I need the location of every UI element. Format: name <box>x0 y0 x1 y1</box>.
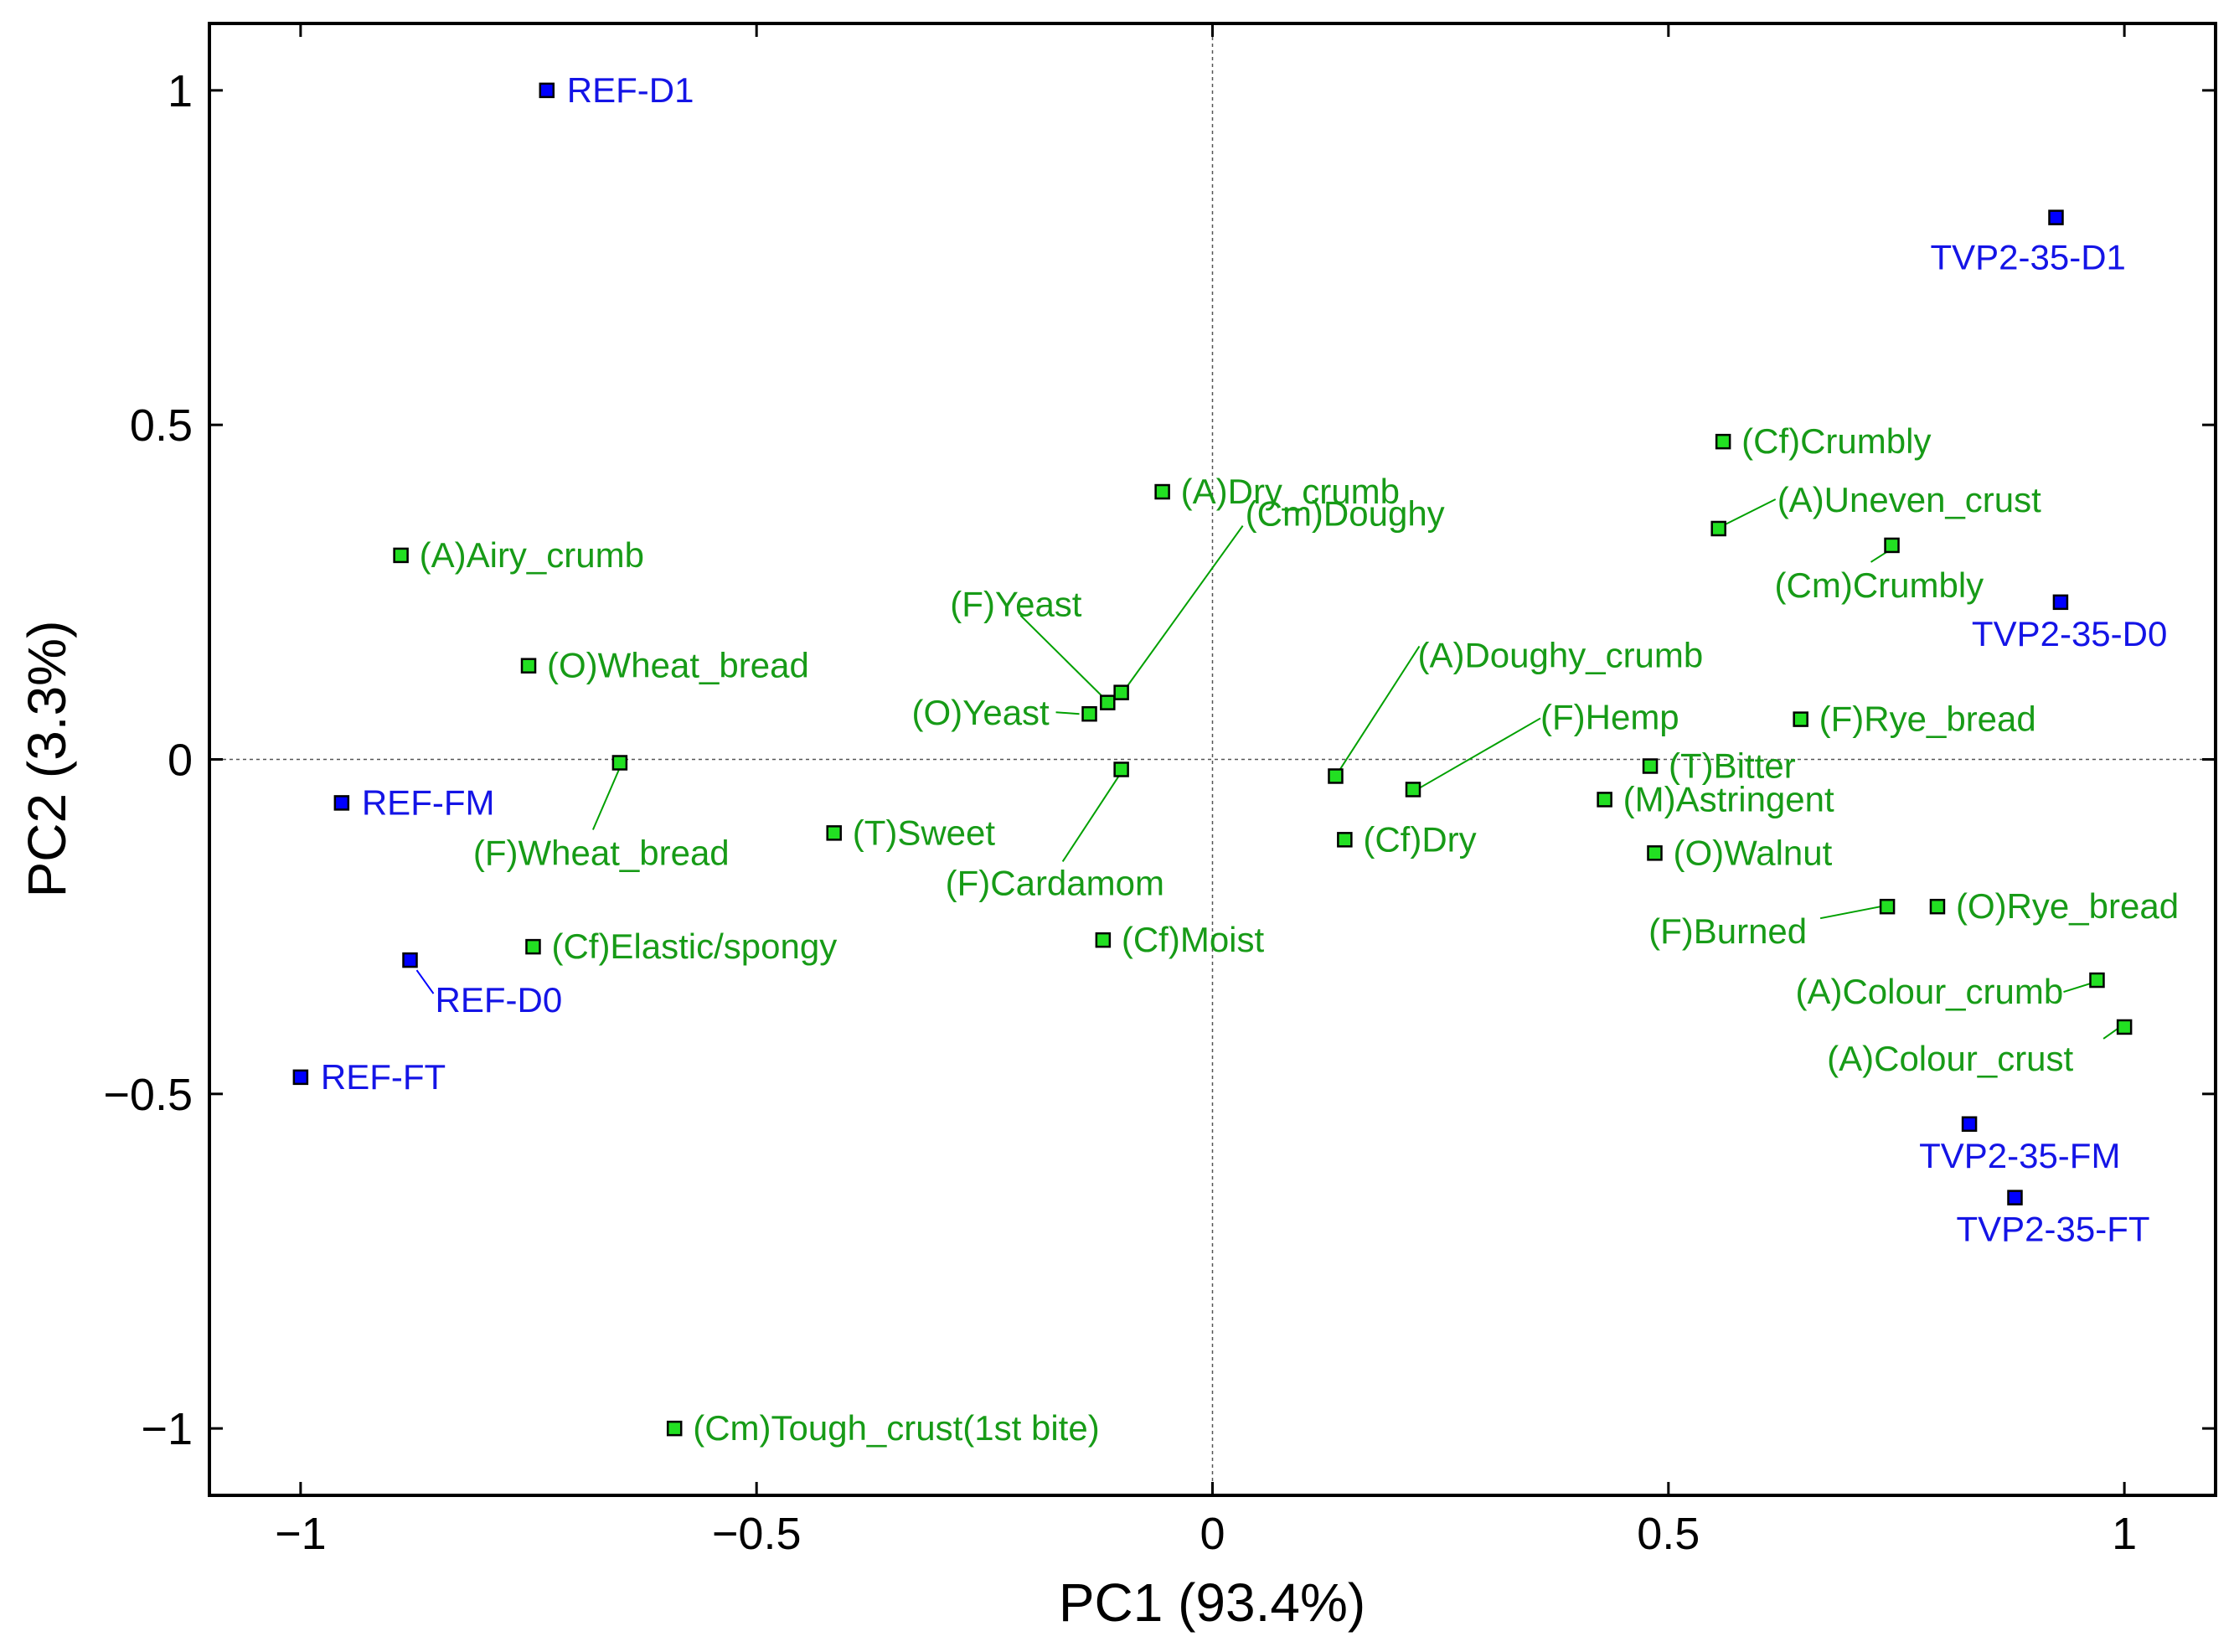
y-tick-label: 0.5 <box>130 400 193 451</box>
attribute-label-cf-dry: (Cf)Dry <box>1363 819 1476 859</box>
attribute-point-o-yeast <box>1081 705 1097 722</box>
attribute-point-cf-moist <box>1095 932 1112 948</box>
sample-label-ref-fm: REF-FM <box>362 782 495 822</box>
attribute-point-f-rye-bread <box>1793 711 1808 727</box>
x-axis-title: PC1 (93.4%) <box>1059 1572 1365 1633</box>
leader-line-f-burned <box>1819 906 1881 920</box>
leader-line-cm-doughy <box>1125 525 1244 689</box>
attribute-point-o-rye-bread <box>1929 898 1946 915</box>
sample-label-ref-d1: REF-D1 <box>567 70 694 110</box>
attribute-label-f-wheat-bread: (F)Wheat_bread <box>473 833 730 872</box>
attribute-label-cf-moist: (Cf)Moist <box>1122 920 1265 959</box>
attribute-point-cm-crumbly <box>1884 537 1900 554</box>
attribute-label-f-burned: (F)Burned <box>1648 911 1807 951</box>
sample-label-tvp2-35-ft: TVP2-35-FT <box>1957 1210 2150 1249</box>
sample-point-tvp2-35-fm <box>1961 1116 1978 1133</box>
leader-line-f-hemp <box>1419 717 1541 789</box>
x-tick-label: 0 <box>1200 1509 1225 1559</box>
attribute-point-m-astringent <box>1597 792 1612 808</box>
data-markers <box>292 82 2133 1437</box>
attribute-point-a-colour-crust <box>2116 1019 2133 1035</box>
attribute-label-o-wheat-bread: (O)Wheat_bread <box>547 646 809 685</box>
x-tick-label: −0.5 <box>712 1509 802 1559</box>
sample-label-tvp2-35-d1: TVP2-35-D1 <box>1930 238 2125 277</box>
attribute-point-cm-tough-crust-1st-bite <box>666 1420 683 1437</box>
attribute-label-cf-elastic-spongy: (Cf)Elastic/spongy <box>551 927 837 966</box>
leader-line-f-wheat-bread <box>591 767 621 830</box>
sample-point-ref-ft <box>292 1069 309 1086</box>
sample-point-tvp2-35-d1 <box>2048 209 2064 225</box>
attribute-label-cf-crumbly: (Cf)Crumbly <box>1741 421 1931 461</box>
sample-label-ref-d0: REF-D0 <box>436 980 563 1020</box>
attribute-label-f-hemp: (F)Hemp <box>1540 697 1679 736</box>
sample-point-ref-fm <box>333 795 350 811</box>
y-tick-label: 1 <box>168 66 193 116</box>
attribute-label-a-dry-crumb: (A)Dry_crumb <box>1181 472 1400 511</box>
attribute-point-a-uneven-crust <box>1710 520 1726 537</box>
attribute-point-o-walnut <box>1647 845 1663 861</box>
attribute-point-a-colour-crumb <box>2089 972 2105 989</box>
sample-point-tvp2-35-ft <box>2007 1190 2023 1205</box>
attribute-label-f-yeast: (F)Yeast <box>950 585 1082 624</box>
x-tick-label: −1 <box>275 1509 327 1559</box>
attribute-point-f-wheat-bread <box>611 755 628 771</box>
leader-lines <box>415 498 2118 1040</box>
attribute-point-o-wheat-bread <box>520 658 537 674</box>
attribute-point-cf-elastic-spongy <box>525 938 541 955</box>
attribute-label-cm-crumbly: (Cm)Crumbly <box>1775 565 1984 605</box>
leader-line-a-colour-crumb <box>2063 983 2091 994</box>
data-labels: REF-D1 REF-FM REF-D0 REF-FT TVP2-35-D1 TVP2-3… <box>321 70 2179 1448</box>
axis-ticks: −1 −0.5 0 0.5 1 1 0.5 0 −0.5 −1 <box>103 23 2216 1559</box>
y-axis-title: PC2 (3.3%) <box>17 621 77 898</box>
leader-line-ref-d0 <box>415 969 435 994</box>
attribute-label-f-cardamom: (F)Cardamom <box>946 863 1164 902</box>
sample-point-ref-d1 <box>539 82 555 99</box>
sample-point-tvp2-35-d0 <box>2052 594 2069 611</box>
attribute-label-o-walnut: (O)Walnut <box>1673 833 1832 872</box>
attribute-point-a-dry-crumb <box>1154 483 1170 500</box>
attribute-point-a-airy-crumb <box>393 547 409 564</box>
attribute-point-f-yeast <box>1100 694 1116 710</box>
x-tick-label: 0.5 <box>1637 1509 1700 1559</box>
y-tick-label: −1 <box>141 1404 193 1454</box>
sample-label-ref-ft: REF-FT <box>321 1057 446 1097</box>
attribute-label-cm-doughy: (Cm)Doughy <box>1246 494 1445 534</box>
attribute-point-f-hemp <box>1405 782 1421 798</box>
attribute-point-cf-crumbly <box>1715 433 1731 450</box>
attribute-label-o-yeast: (O)Yeast <box>912 693 1050 732</box>
attribute-label-a-uneven-crust: (A)Uneven_crust <box>1777 480 2041 519</box>
attribute-point-f-burned <box>1879 898 1896 915</box>
attribute-label-t-bitter: (T)Bitter <box>1669 746 1796 785</box>
leader-line-f-cardamom <box>1061 775 1120 863</box>
attribute-label-o-rye-bread: (O)Rye_bread <box>1956 886 2179 926</box>
attribute-label-cm-tough-crust-1st-bite: (Cm)Tough_crust(1st bite) <box>693 1408 1099 1448</box>
attribute-point-cm-doughy <box>1113 684 1129 700</box>
attribute-label-a-colour-crumb: (A)Colour_crumb <box>1795 972 2063 1011</box>
leader-line-a-uneven-crust <box>1723 498 1777 526</box>
attribute-point-cf-dry <box>1337 832 1353 848</box>
sample-point-ref-d0 <box>402 952 418 968</box>
leader-line-f-yeast <box>1019 614 1105 699</box>
attribute-label-m-astringent: (M)Astringent <box>1623 779 1834 818</box>
attribute-point-t-bitter <box>1642 758 1659 774</box>
attribute-label-a-doughy-crumb: (A)Doughy_crumb <box>1417 635 1703 674</box>
x-tick-label: 1 <box>2112 1509 2137 1559</box>
attribute-label-a-colour-crust: (A)Colour_crust <box>1827 1039 2073 1078</box>
y-tick-label: 0 <box>168 736 193 786</box>
attribute-label-a-airy-crumb: (A)Airy_crumb <box>420 535 644 575</box>
leader-line-a-colour-crust <box>2102 1028 2118 1040</box>
attribute-label-t-sweet: (T)Sweet <box>853 813 996 852</box>
sample-label-tvp2-35-d0: TVP2-35-D0 <box>1972 614 2167 653</box>
sample-label-tvp2-35-fm: TVP2-35-FM <box>1919 1136 2120 1175</box>
leader-line-a-doughy-crumb <box>1338 645 1421 772</box>
attribute-point-a-doughy-crumb <box>1328 768 1344 784</box>
y-tick-label: −0.5 <box>103 1070 193 1120</box>
attribute-label-f-rye-bread: (F)Rye_bread <box>1819 700 2036 739</box>
leader-line-o-yeast <box>1055 711 1080 715</box>
attribute-point-f-cardamom <box>1113 761 1129 777</box>
attribute-point-t-sweet <box>826 825 842 841</box>
